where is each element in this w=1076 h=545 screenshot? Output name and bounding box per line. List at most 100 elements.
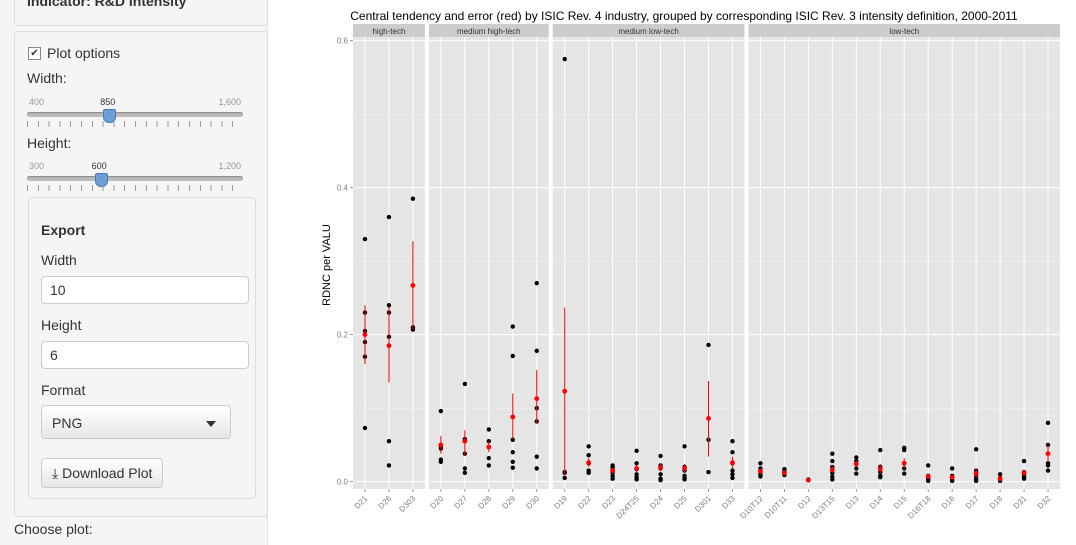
data-point xyxy=(706,469,711,475)
mean-point xyxy=(410,283,416,288)
data-point xyxy=(510,450,515,455)
x-tick-label: D32 xyxy=(1036,494,1053,511)
data-point xyxy=(634,461,639,466)
x-tick-label: D17 xyxy=(964,494,981,511)
export-height-label: Height xyxy=(41,317,82,333)
mean-point xyxy=(610,468,616,474)
data-point xyxy=(658,477,663,483)
data-point xyxy=(634,448,639,453)
data-point xyxy=(830,451,835,456)
mean-point xyxy=(877,466,883,472)
export-width-input[interactable] xyxy=(41,276,249,304)
data-point xyxy=(562,475,567,481)
plot-options-checkbox[interactable]: ✔ Plot options xyxy=(28,45,120,61)
chart-title: Central tendency and error (red) by ISIC… xyxy=(350,9,1018,23)
data-point xyxy=(730,475,735,481)
y-tick-label: 0.0 xyxy=(337,478,349,487)
x-tick-label: D30 xyxy=(524,494,541,511)
chart: Central tendency and error (red) by ISIC… xyxy=(321,9,1060,521)
data-point xyxy=(1045,420,1051,426)
mean-point xyxy=(829,467,835,473)
facet-label: low-tech xyxy=(889,27,919,36)
mean-point xyxy=(901,460,907,466)
x-tick-label: D16T18 xyxy=(906,494,933,521)
data-point xyxy=(658,453,663,459)
slider-max: 1,600 xyxy=(218,97,241,107)
mean-point xyxy=(730,460,735,465)
x-tick-label: D13T15 xyxy=(810,494,837,521)
data-point xyxy=(854,455,859,460)
mean-point xyxy=(658,465,663,471)
data-point xyxy=(510,459,515,465)
height-slider[interactable]: 300 600 1,200 xyxy=(27,161,243,197)
data-point xyxy=(462,466,468,471)
indicator-title: Indicator: R&D intensity xyxy=(27,0,187,9)
x-tick-label: D14 xyxy=(868,494,885,511)
export-height-input[interactable] xyxy=(41,341,249,369)
data-point xyxy=(949,466,955,471)
y-tick-label: 0.2 xyxy=(337,331,349,340)
mean-point xyxy=(997,476,1003,482)
data-point xyxy=(854,471,859,476)
data-point xyxy=(510,465,515,470)
x-tick-label: D24 xyxy=(648,494,665,511)
data-point xyxy=(854,466,859,471)
data-point xyxy=(658,472,663,477)
data-point xyxy=(362,236,368,242)
data-point xyxy=(510,437,515,442)
facet-strip xyxy=(552,24,745,37)
choose-plot-label: Choose plot: xyxy=(14,521,93,537)
x-tick-label: D12 xyxy=(796,494,813,511)
mean-point xyxy=(462,438,468,444)
x-tick-label: D10T12 xyxy=(738,494,765,521)
slider-track[interactable] xyxy=(27,176,243,181)
checkbox-checked-icon[interactable]: ✔ xyxy=(28,46,41,60)
width-label: Width: xyxy=(27,70,67,86)
mean-point xyxy=(949,474,955,480)
x-tick-label: D301 xyxy=(693,494,713,514)
data-point xyxy=(586,444,591,449)
data-point xyxy=(510,324,515,329)
mean-point xyxy=(758,468,763,474)
data-point xyxy=(586,452,591,458)
slider-track[interactable] xyxy=(27,112,243,117)
data-point xyxy=(830,458,835,464)
facet-label: medium low-tech xyxy=(618,27,678,36)
x-tick-label: D16 xyxy=(940,494,957,511)
slider-min: 400 xyxy=(29,97,45,107)
y-tick-label: 0.4 xyxy=(337,184,349,193)
data-point xyxy=(902,447,907,453)
format-select[interactable]: PNG xyxy=(41,405,231,439)
mean-point xyxy=(534,396,540,401)
data-point xyxy=(973,478,979,484)
data-point xyxy=(386,463,392,468)
mean-point xyxy=(1021,470,1027,476)
mean-point xyxy=(853,461,859,467)
data-point xyxy=(730,472,735,477)
data-point xyxy=(758,461,763,466)
data-point xyxy=(586,470,591,476)
data-point xyxy=(730,439,735,444)
data-point xyxy=(634,477,639,482)
data-point xyxy=(1045,468,1051,473)
width-slider[interactable]: 400 850 1,600 xyxy=(27,97,243,133)
data-point xyxy=(486,455,492,461)
slider-ticks xyxy=(27,121,243,127)
height-label: Height: xyxy=(27,135,72,151)
format-value: PNG xyxy=(52,415,83,431)
x-tick-label: D22 xyxy=(576,494,593,511)
data-point xyxy=(486,439,492,444)
data-point xyxy=(610,476,615,481)
mean-point xyxy=(682,466,687,471)
x-tick-label: D15 xyxy=(892,494,909,511)
slider-min: 300 xyxy=(29,161,45,171)
data-point xyxy=(534,281,539,286)
data-point xyxy=(386,303,392,308)
x-tick-label: D23 xyxy=(600,494,617,511)
mean-point xyxy=(386,343,392,349)
facet-label: medium high-tech xyxy=(457,27,521,36)
x-tick-label: D19 xyxy=(552,494,569,511)
download-plot-button[interactable]: ⤓ Download Plot xyxy=(41,458,164,488)
caret-down-icon xyxy=(206,421,216,427)
slider-max: 1,200 xyxy=(218,161,241,171)
